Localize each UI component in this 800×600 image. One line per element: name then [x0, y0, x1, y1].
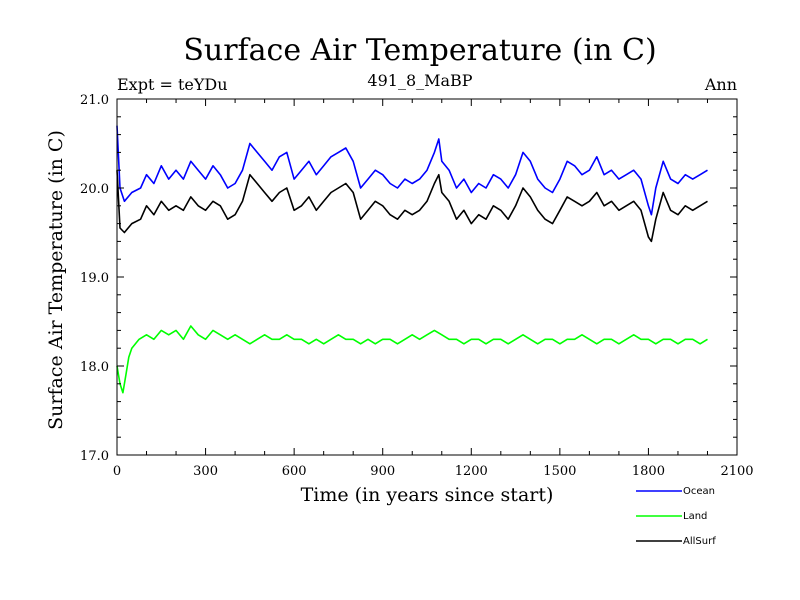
y-axis: 17.0 18.0 19.0 20.0 21.0	[80, 93, 737, 464]
season-label: Ann	[704, 75, 737, 94]
y-tick-label: 21.0	[80, 93, 109, 108]
y-tick-label: 18.0	[80, 360, 109, 375]
series-line-allsurf	[116, 170, 708, 243]
chart-title: Surface Air Temperature (in C)	[183, 33, 656, 68]
x-tick-label: 1800	[632, 464, 665, 479]
y-tick-label: 20.0	[80, 182, 109, 197]
x-tick-label: 300	[193, 464, 218, 479]
x-tick-label: 600	[282, 464, 307, 479]
x-axis: 0 300 600 900 1200 1500 1800 2100	[113, 99, 754, 479]
x-tick-label: 0	[113, 464, 121, 479]
legend-label-ocean: Ocean	[683, 486, 715, 497]
experiment-label: Expt = teYDu	[117, 75, 228, 94]
x-tick-label: 1200	[455, 464, 488, 479]
x-tick-label: 1500	[543, 464, 576, 479]
x-tick-label: 2100	[720, 464, 753, 479]
plot-frame	[116, 98, 738, 456]
y-tick-label: 19.0	[80, 271, 109, 286]
legend-label-land: Land	[683, 511, 707, 522]
x-axis-label: Time (in years since start)	[301, 484, 554, 506]
legend: Ocean Land AllSurf	[636, 486, 716, 547]
plot-series-group	[116, 125, 708, 394]
x-tick-label: 900	[370, 464, 395, 479]
y-axis-label: Surface Air Temperature (in C)	[45, 130, 67, 430]
series-line-land	[116, 325, 708, 394]
series-line-ocean	[116, 125, 708, 216]
chart-subtitle: 491_8_MaBP	[367, 71, 472, 90]
legend-label-allsurf: AllSurf	[683, 536, 716, 547]
y-tick-label: 17.0	[80, 449, 109, 464]
